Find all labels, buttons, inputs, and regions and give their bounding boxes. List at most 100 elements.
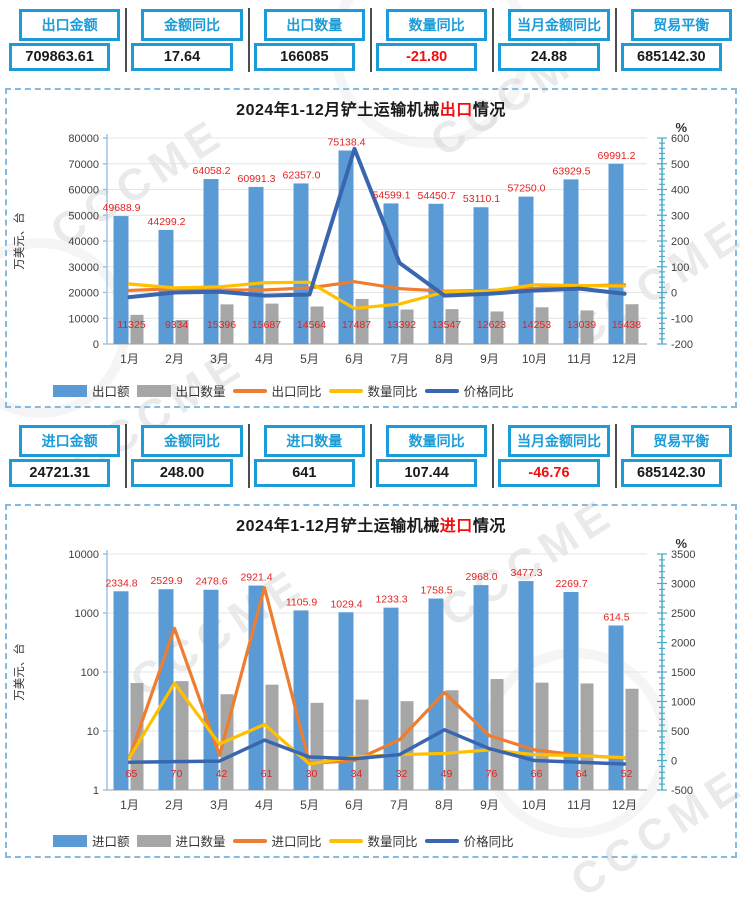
bar-series-出口额 (113, 150, 624, 344)
svg-text:5月: 5月 (300, 798, 319, 812)
legend-line-swatch (424, 388, 459, 393)
svg-text:49: 49 (441, 768, 453, 780)
svg-text:614.5: 614.5 (603, 611, 629, 623)
legend-bar-swatch (53, 384, 87, 397)
svg-text:1月: 1月 (120, 352, 139, 366)
stat-cell: 贸易平衡 685142.30 (614, 424, 737, 488)
stat-label: 数量同比 (385, 9, 488, 41)
legend-line-swatch (424, 838, 459, 843)
svg-text:13392: 13392 (387, 319, 416, 331)
svg-text:53110.1: 53110.1 (463, 193, 500, 205)
svg-text:3477.3: 3477.3 (510, 567, 542, 579)
stat-cell: 金额同比 248.00 (125, 424, 247, 488)
svg-text:3500: 3500 (671, 549, 695, 561)
stat-cell: 进口金额 24721.31 (5, 424, 125, 488)
stat-cell: 贸易平衡 685142.30 (614, 8, 737, 72)
svg-text:0: 0 (671, 756, 677, 768)
svg-text:12月: 12月 (612, 798, 637, 812)
legend-label: 出口额 (92, 385, 130, 399)
svg-text:70: 70 (171, 768, 183, 780)
stat-label: 金额同比 (141, 425, 243, 457)
svg-text:65: 65 (126, 768, 138, 780)
bar-value-labels: 2334.8 2529.9 2478.6 2921.4 1105.9 1029.4 1233… (105, 567, 632, 780)
svg-text:3月: 3月 (210, 798, 229, 812)
svg-text:9月: 9月 (480, 352, 499, 366)
stat-value: 24721.31 (9, 459, 111, 487)
line-series-数量同比 (127, 280, 627, 311)
svg-text:60991.3: 60991.3 (238, 173, 276, 185)
svg-text:52: 52 (621, 768, 633, 780)
export-chart-title: 2024年1-12月铲土运输机械出口情况 (7, 96, 735, 120)
import-stats-row: 进口金额 24721.31 金额同比 248.00 进口数量 641 数量同比 107.44 当… (5, 424, 737, 488)
legend-label: 进口数量 (175, 835, 226, 849)
legend-label: 出口同比 (271, 385, 322, 399)
svg-text:12月: 12月 (612, 352, 637, 366)
legend-bar-swatch (136, 384, 171, 397)
legend-label: 进口同比 (271, 835, 322, 849)
svg-text:1500: 1500 (671, 667, 695, 679)
svg-text:10月: 10月 (522, 798, 547, 812)
stat-label: 贸易平衡 (630, 9, 732, 41)
stat-cell: 金额同比 17.64 (125, 8, 247, 72)
svg-text:3000: 3000 (671, 579, 695, 591)
svg-text:69991.2: 69991.2 (598, 150, 636, 162)
svg-text:17487: 17487 (342, 319, 371, 331)
svg-text:500: 500 (671, 726, 689, 738)
legend-label: 数量同比 (367, 385, 418, 399)
export-right-axis-unit: % (675, 120, 687, 135)
legend-label: 数量同比 (367, 835, 418, 849)
stat-value: 685142.30 (620, 459, 722, 487)
svg-text:0: 0 (671, 288, 677, 300)
svg-text:70000: 70000 (68, 159, 99, 171)
svg-text:10: 10 (87, 726, 99, 738)
svg-text:50000: 50000 (68, 210, 99, 222)
svg-text:1: 1 (93, 785, 99, 797)
title-prefix: 2024年1-12月铲土运输机械 (236, 518, 440, 535)
legend-item: 出口数量 (136, 381, 226, 400)
legend-item: 出口额 (53, 381, 130, 400)
stat-value: 685142.30 (620, 43, 722, 71)
svg-text:42: 42 (216, 768, 228, 780)
title-highlight: 进口 (439, 518, 473, 535)
svg-text:14564: 14564 (297, 319, 326, 331)
svg-text:9334: 9334 (165, 319, 189, 331)
legend-item: 进口同比 (232, 831, 322, 850)
svg-text:10000: 10000 (68, 549, 99, 561)
svg-text:13547: 13547 (432, 319, 461, 331)
svg-text:11月: 11月 (567, 798, 591, 812)
stat-value: 166085 (253, 43, 355, 71)
stat-label: 出口数量 (263, 9, 365, 41)
svg-text:600: 600 (671, 133, 689, 145)
svg-text:1000: 1000 (75, 608, 99, 620)
left-axis: 1 10 100 1000 10000 万美元、台 (12, 549, 108, 797)
svg-text:40000: 40000 (68, 236, 99, 248)
left-axis-title: 万美元、台 (12, 643, 26, 701)
svg-text:64058.2: 64058.2 (193, 165, 231, 177)
svg-text:30000: 30000 (68, 262, 99, 274)
svg-text:1000: 1000 (671, 697, 695, 709)
legend-label: 进口额 (92, 835, 130, 849)
svg-text:10月: 10月 (522, 352, 547, 366)
svg-text:1105.9: 1105.9 (286, 596, 317, 608)
svg-text:57250.0: 57250.0 (508, 183, 546, 195)
svg-text:1758.5: 1758.5 (420, 585, 452, 597)
svg-text:11325: 11325 (117, 319, 146, 331)
svg-text:66: 66 (531, 768, 543, 780)
svg-text:6月: 6月 (345, 798, 364, 812)
svg-text:2月: 2月 (165, 798, 184, 812)
svg-text:76: 76 (486, 768, 498, 780)
svg-text:54599.1: 54599.1 (373, 189, 411, 201)
svg-text:2000: 2000 (671, 638, 695, 650)
svg-text:1029.4: 1029.4 (330, 598, 362, 610)
svg-text:44299.2: 44299.2 (148, 216, 186, 228)
stat-cell: 当月金额同比 24.88 (492, 8, 614, 72)
right-axis: -500 0 500 1000 1500 2000 2500 3000 3500 (657, 549, 695, 797)
svg-text:2269.7: 2269.7 (555, 578, 587, 590)
svg-text:3月: 3月 (210, 352, 229, 366)
legend-item: 进口数量 (136, 831, 226, 850)
svg-text:100: 100 (81, 667, 99, 679)
svg-text:4月: 4月 (255, 798, 274, 812)
svg-text:2478.6: 2478.6 (195, 576, 227, 588)
bar-value-labels: 49688.9 44299.2 64058.2 60991.3 62357.0 75138… (103, 137, 642, 331)
